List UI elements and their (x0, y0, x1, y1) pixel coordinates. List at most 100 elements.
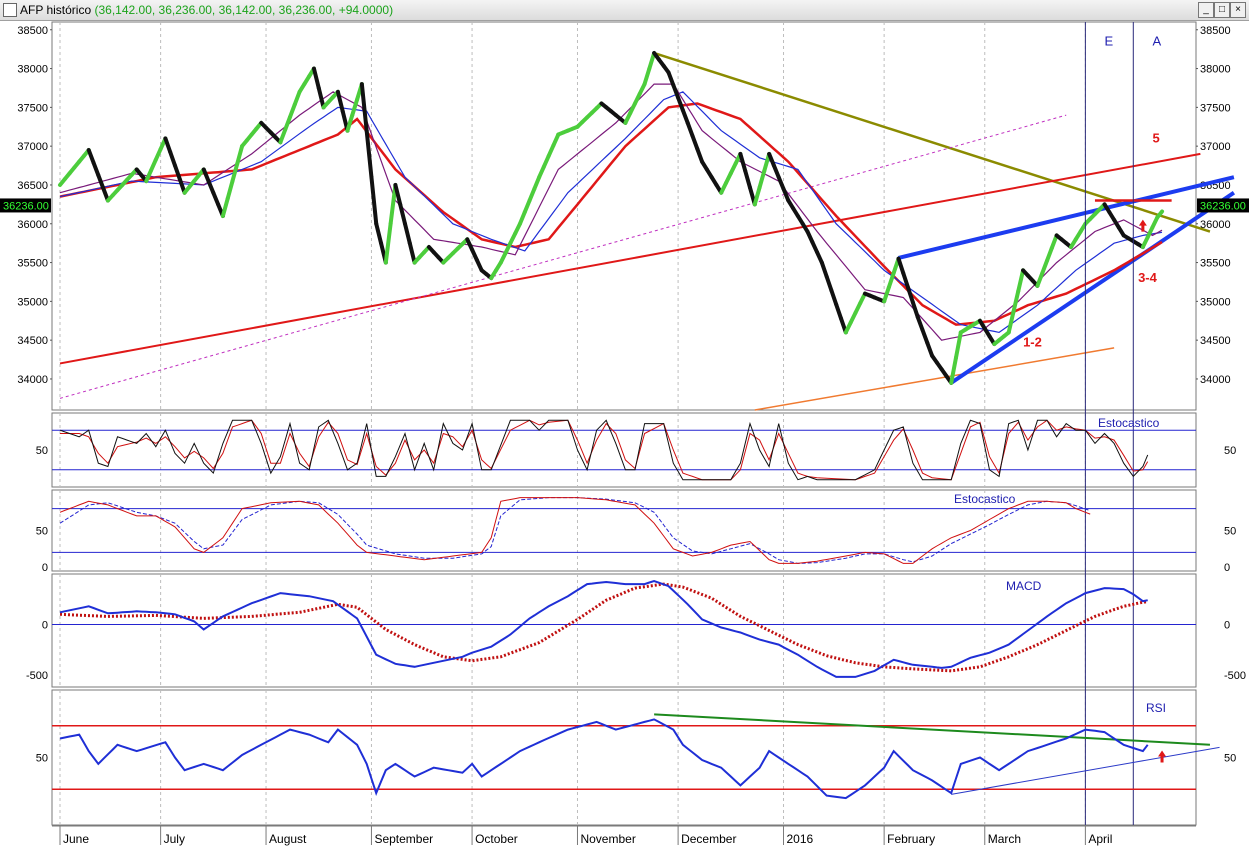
price-segment-187 (949, 355, 959, 385)
price-segment-67 (374, 221, 384, 246)
price-segment-71 (393, 182, 403, 207)
price-segment-178 (906, 285, 915, 305)
price-segment-23 (163, 136, 173, 154)
stoch-slow-tick-left-0: 50 (36, 526, 48, 538)
price-segment-65 (364, 128, 374, 180)
price-segment-10 (101, 185, 110, 203)
macd-tick-right-0: 0 (1224, 619, 1230, 631)
price-segment-208 (1049, 233, 1059, 251)
window-titlebar: AFP histórico (36,142.00, 36,236.00, 36,… (0, 0, 1249, 21)
price-segment-152 (781, 186, 791, 203)
price-segment-130 (676, 95, 685, 113)
price-segment-50 (292, 89, 302, 107)
pane-frame-stoch_slow (51, 489, 1197, 572)
last-price-box-left (0, 198, 51, 213)
price-segment-33 (211, 190, 221, 207)
price-tick-right-3: 35500 (1200, 258, 1231, 270)
price-segment-35 (220, 196, 230, 218)
price-segment-74 (407, 241, 417, 265)
price-segment-54 (311, 66, 321, 90)
price-segment-143 (738, 151, 748, 173)
stock-chart[interactable]: June July August September October November De… (0, 21, 1249, 850)
price-tick-left-3: 35500 (17, 258, 48, 270)
stoch-fast-tick-right-0: 50 (1224, 445, 1236, 457)
price-segment-38 (235, 144, 245, 166)
price-segment-69 (383, 221, 393, 265)
macd-signal-line (59, 582, 1148, 673)
stoch-fast-d-line (60, 419, 1149, 481)
price-segment-7 (86, 148, 96, 165)
price-segment-25 (172, 163, 182, 182)
stoch-fast-tick-left-0: 50 (36, 445, 48, 457)
price-tick-left-9: 38500 (17, 25, 48, 37)
month-label-7: 2016 (787, 832, 814, 846)
maximize-button[interactable]: □ (1214, 2, 1230, 18)
price-segment-162 (829, 288, 839, 307)
stoch-slow-tick-right-0: 50 (1224, 526, 1236, 538)
price-segment-73 (402, 221, 412, 246)
price-segment-205 (1035, 271, 1045, 288)
stoch-slow-label: Estocastico (954, 492, 1016, 506)
price-segment-37 (230, 161, 240, 184)
price-segment-66 (369, 175, 379, 226)
month-label-5: November (580, 832, 635, 846)
price-segment-199 (1006, 309, 1016, 335)
price-segment-201 (1016, 268, 1026, 294)
price-segment-179 (910, 300, 920, 319)
last-price-label-left: 36236.00 (3, 200, 49, 212)
price-segment-129 (671, 83, 681, 100)
price-segment-55 (316, 85, 326, 110)
stoch-fast-label: Estocastico (1098, 416, 1160, 430)
price-segment-26 (177, 177, 187, 195)
price-segment-64 (359, 82, 369, 133)
orange-support-line (754, 347, 1115, 411)
price-segment-180 (915, 314, 925, 332)
price-tick-left-5: 36500 (17, 180, 48, 192)
minimize-button[interactable]: _ (1198, 2, 1214, 18)
price-segment-8 (91, 160, 101, 178)
price-segment-131 (680, 108, 690, 125)
rsi-label: RSI (1146, 701, 1166, 715)
price-segment-99 (527, 186, 537, 203)
month-label-6: December (681, 832, 736, 846)
last-price-label: 36236.00 (1200, 200, 1246, 212)
blue-wedge-upper-line (898, 175, 1235, 260)
price-tick-left-6: 37000 (17, 141, 48, 153)
macd-tick-left-1: -500 (26, 670, 48, 682)
price-segment-133 (690, 133, 700, 151)
stoch-slow-tick-right-1: 0 (1224, 562, 1230, 574)
price-segment-150 (771, 163, 781, 180)
rsi-arrow-icon (1158, 750, 1167, 763)
price-segment-149 (767, 151, 776, 168)
price-segment-163 (834, 302, 844, 321)
rsi-tick-left-0: 50 (36, 753, 48, 765)
price-segment-177 (901, 271, 911, 290)
window-title-ohlc: (36,142.00, 36,236.00, 36,142.00, 36,236… (94, 3, 394, 17)
rsi-blue-uptrend-line (951, 746, 1220, 795)
month-label-0: June (63, 832, 89, 846)
macd-tick-right-1: -500 (1224, 670, 1246, 682)
price-segment-70 (388, 182, 398, 226)
stoch-fast-k-line (59, 419, 1149, 481)
price-segment-160 (819, 260, 829, 279)
price-segment-62 (350, 97, 360, 118)
macd-line (59, 579, 1148, 678)
price-tick-right-0: 34000 (1200, 374, 1231, 386)
price-tick-left-2: 35000 (17, 296, 48, 308)
blue-wedge-lower-line (950, 191, 1236, 385)
price-segment-206 (1040, 258, 1050, 276)
magenta-dotted-channel-line (59, 114, 1067, 399)
price-segment-36 (225, 179, 235, 201)
annotation-1: 3-4 (1138, 270, 1158, 285)
price-segment-161 (824, 274, 834, 293)
month-label-3: September (374, 832, 433, 846)
price-tick-right-6: 37000 (1200, 141, 1231, 153)
ma-fast-line (59, 83, 1163, 341)
price-segment-200 (1011, 289, 1021, 314)
price-segment-72 (398, 202, 407, 226)
macd-tick-left-0: 0 (42, 619, 48, 631)
price-segment-188 (954, 330, 963, 360)
price-segment-174 (886, 270, 896, 290)
price-segment-124 (647, 51, 657, 71)
close-button[interactable]: × (1230, 2, 1246, 18)
